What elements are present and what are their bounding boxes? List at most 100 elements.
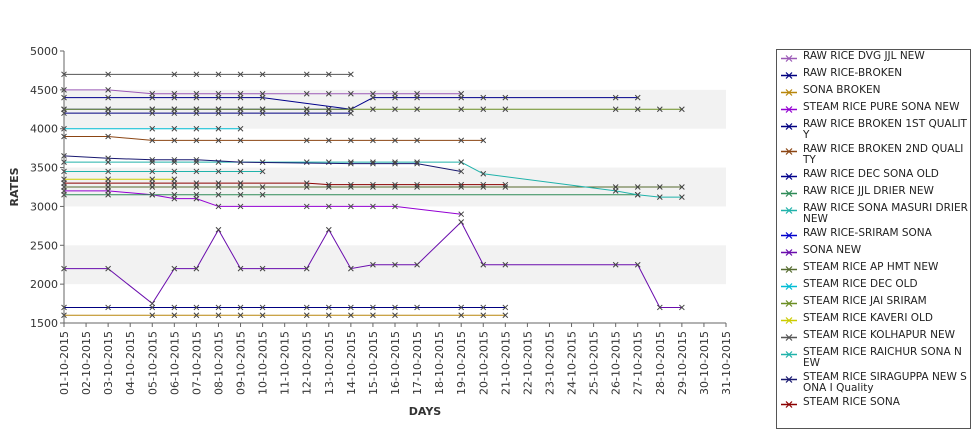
data-point <box>392 106 398 113</box>
data-point <box>370 304 376 311</box>
legend-label: RAW RICE-SRIRAM SONA <box>803 227 932 239</box>
x-tick-label: 17-10-2015 <box>411 331 424 395</box>
data-point <box>414 181 420 188</box>
legend-item: RAW RICE-SRIRAM SONA <box>777 228 970 242</box>
legend-label: STEAM RICE PURE SONA NEW <box>803 101 960 113</box>
y-axis-title: RATES <box>8 167 21 206</box>
data-point <box>458 168 465 175</box>
legend-item: RAW RICE-BROKEN <box>777 68 970 82</box>
data-point <box>193 180 200 186</box>
data-point <box>171 106 178 113</box>
data-point <box>414 94 420 101</box>
legend-item: STEAM RICE KAVERI OLD <box>777 313 970 327</box>
data-point <box>392 184 398 190</box>
data-point <box>149 168 156 175</box>
legend-item: STEAM RICE PURE SONA NEW <box>777 102 970 116</box>
data-point <box>458 106 465 113</box>
data-point <box>370 94 376 101</box>
data-point <box>480 137 487 144</box>
data-point <box>215 125 222 132</box>
data-point <box>480 170 487 177</box>
x-tick-label: 04-10-2015 <box>124 331 137 395</box>
data-point <box>348 90 354 97</box>
data-point <box>414 106 420 113</box>
x-tick-label: 25-10-2015 <box>588 331 601 395</box>
data-point <box>392 94 398 101</box>
series <box>61 106 685 113</box>
data-point <box>105 155 111 162</box>
data-point <box>392 181 398 188</box>
data-point <box>480 184 487 190</box>
legend-label: STEAM RICE KAVERI OLD <box>803 312 933 324</box>
data-point <box>370 106 376 113</box>
data-point <box>303 304 310 311</box>
y-tick-label: 4500 <box>30 84 58 97</box>
data-point <box>634 261 641 268</box>
data-point <box>215 191 222 198</box>
data-point <box>634 94 641 101</box>
data-point <box>259 106 266 113</box>
data-point <box>171 125 178 132</box>
legend-label: RAW RICE SONA MASURI DRIER NEW <box>803 202 968 225</box>
data-point <box>480 181 487 188</box>
data-point <box>370 312 376 319</box>
x-tick-label: 23-10-2015 <box>543 331 556 395</box>
series-line <box>64 161 682 198</box>
legend-marker <box>781 190 797 197</box>
data-point <box>325 312 332 319</box>
data-point <box>458 137 465 144</box>
data-point <box>303 203 310 210</box>
series-layer <box>61 71 685 319</box>
data-point <box>149 191 156 198</box>
legend-marker <box>781 351 797 358</box>
data-point <box>259 191 266 198</box>
data-point <box>237 137 244 144</box>
data-point <box>215 180 222 186</box>
data-point <box>193 137 200 144</box>
legend-label: RAW RICE BROKEN 1ST QUALITY <box>803 118 967 141</box>
data-point <box>237 159 244 165</box>
data-point <box>502 312 509 319</box>
data-point <box>303 137 310 144</box>
data-point <box>679 106 685 113</box>
data-point <box>392 312 398 319</box>
data-point <box>149 94 156 101</box>
data-point <box>171 159 178 165</box>
data-point <box>325 71 332 78</box>
data-point <box>215 94 222 101</box>
data-point <box>215 203 222 210</box>
legend-label: STEAM RICE JAI SRIRAM <box>803 295 927 307</box>
data-point <box>679 304 685 311</box>
data-point <box>237 203 244 210</box>
data-point <box>458 94 465 101</box>
legend-marker <box>781 300 797 307</box>
legend-item: STEAM RICE SONA <box>777 397 970 411</box>
data-point <box>325 203 332 210</box>
chart-canvas: 1500 2000 2500 3000 3500 4000 4500 5000 01-10-2… <box>8 45 733 418</box>
data-point <box>215 106 222 113</box>
legend-label: STEAM RICE SIRAGUPPA NEW SONA I Quality <box>803 371 967 394</box>
data-point <box>325 226 332 233</box>
legend-marker <box>781 376 797 383</box>
legend-item: RAW RICE BROKEN 2ND QUALITY <box>777 144 970 166</box>
legend-item: SONA NEW <box>777 245 970 259</box>
y-tick-label: 5000 <box>30 45 58 58</box>
y-tick-label: 4000 <box>30 123 58 136</box>
data-point <box>237 265 244 272</box>
data-point <box>348 184 354 190</box>
x-tick-label: 14-10-2015 <box>345 331 358 395</box>
data-point <box>656 106 663 113</box>
data-point <box>370 203 376 210</box>
data-point <box>480 94 487 101</box>
legend-label: STEAM RICE AP HMT NEW <box>803 261 939 273</box>
data-point <box>215 137 222 144</box>
data-point <box>502 106 509 113</box>
y-axis-ticks: 1500 2000 2500 3000 3500 4000 4500 5000 <box>30 45 64 330</box>
x-tick-label: 30-10-2015 <box>698 331 711 395</box>
data-point <box>259 265 266 272</box>
legend-item: STEAM RICE DEC OLD <box>777 279 970 293</box>
series <box>61 304 509 311</box>
legend-item: RAW RICE DEC SONA OLD <box>777 169 970 183</box>
legend-marker <box>781 173 797 180</box>
legend-marker <box>781 72 797 79</box>
